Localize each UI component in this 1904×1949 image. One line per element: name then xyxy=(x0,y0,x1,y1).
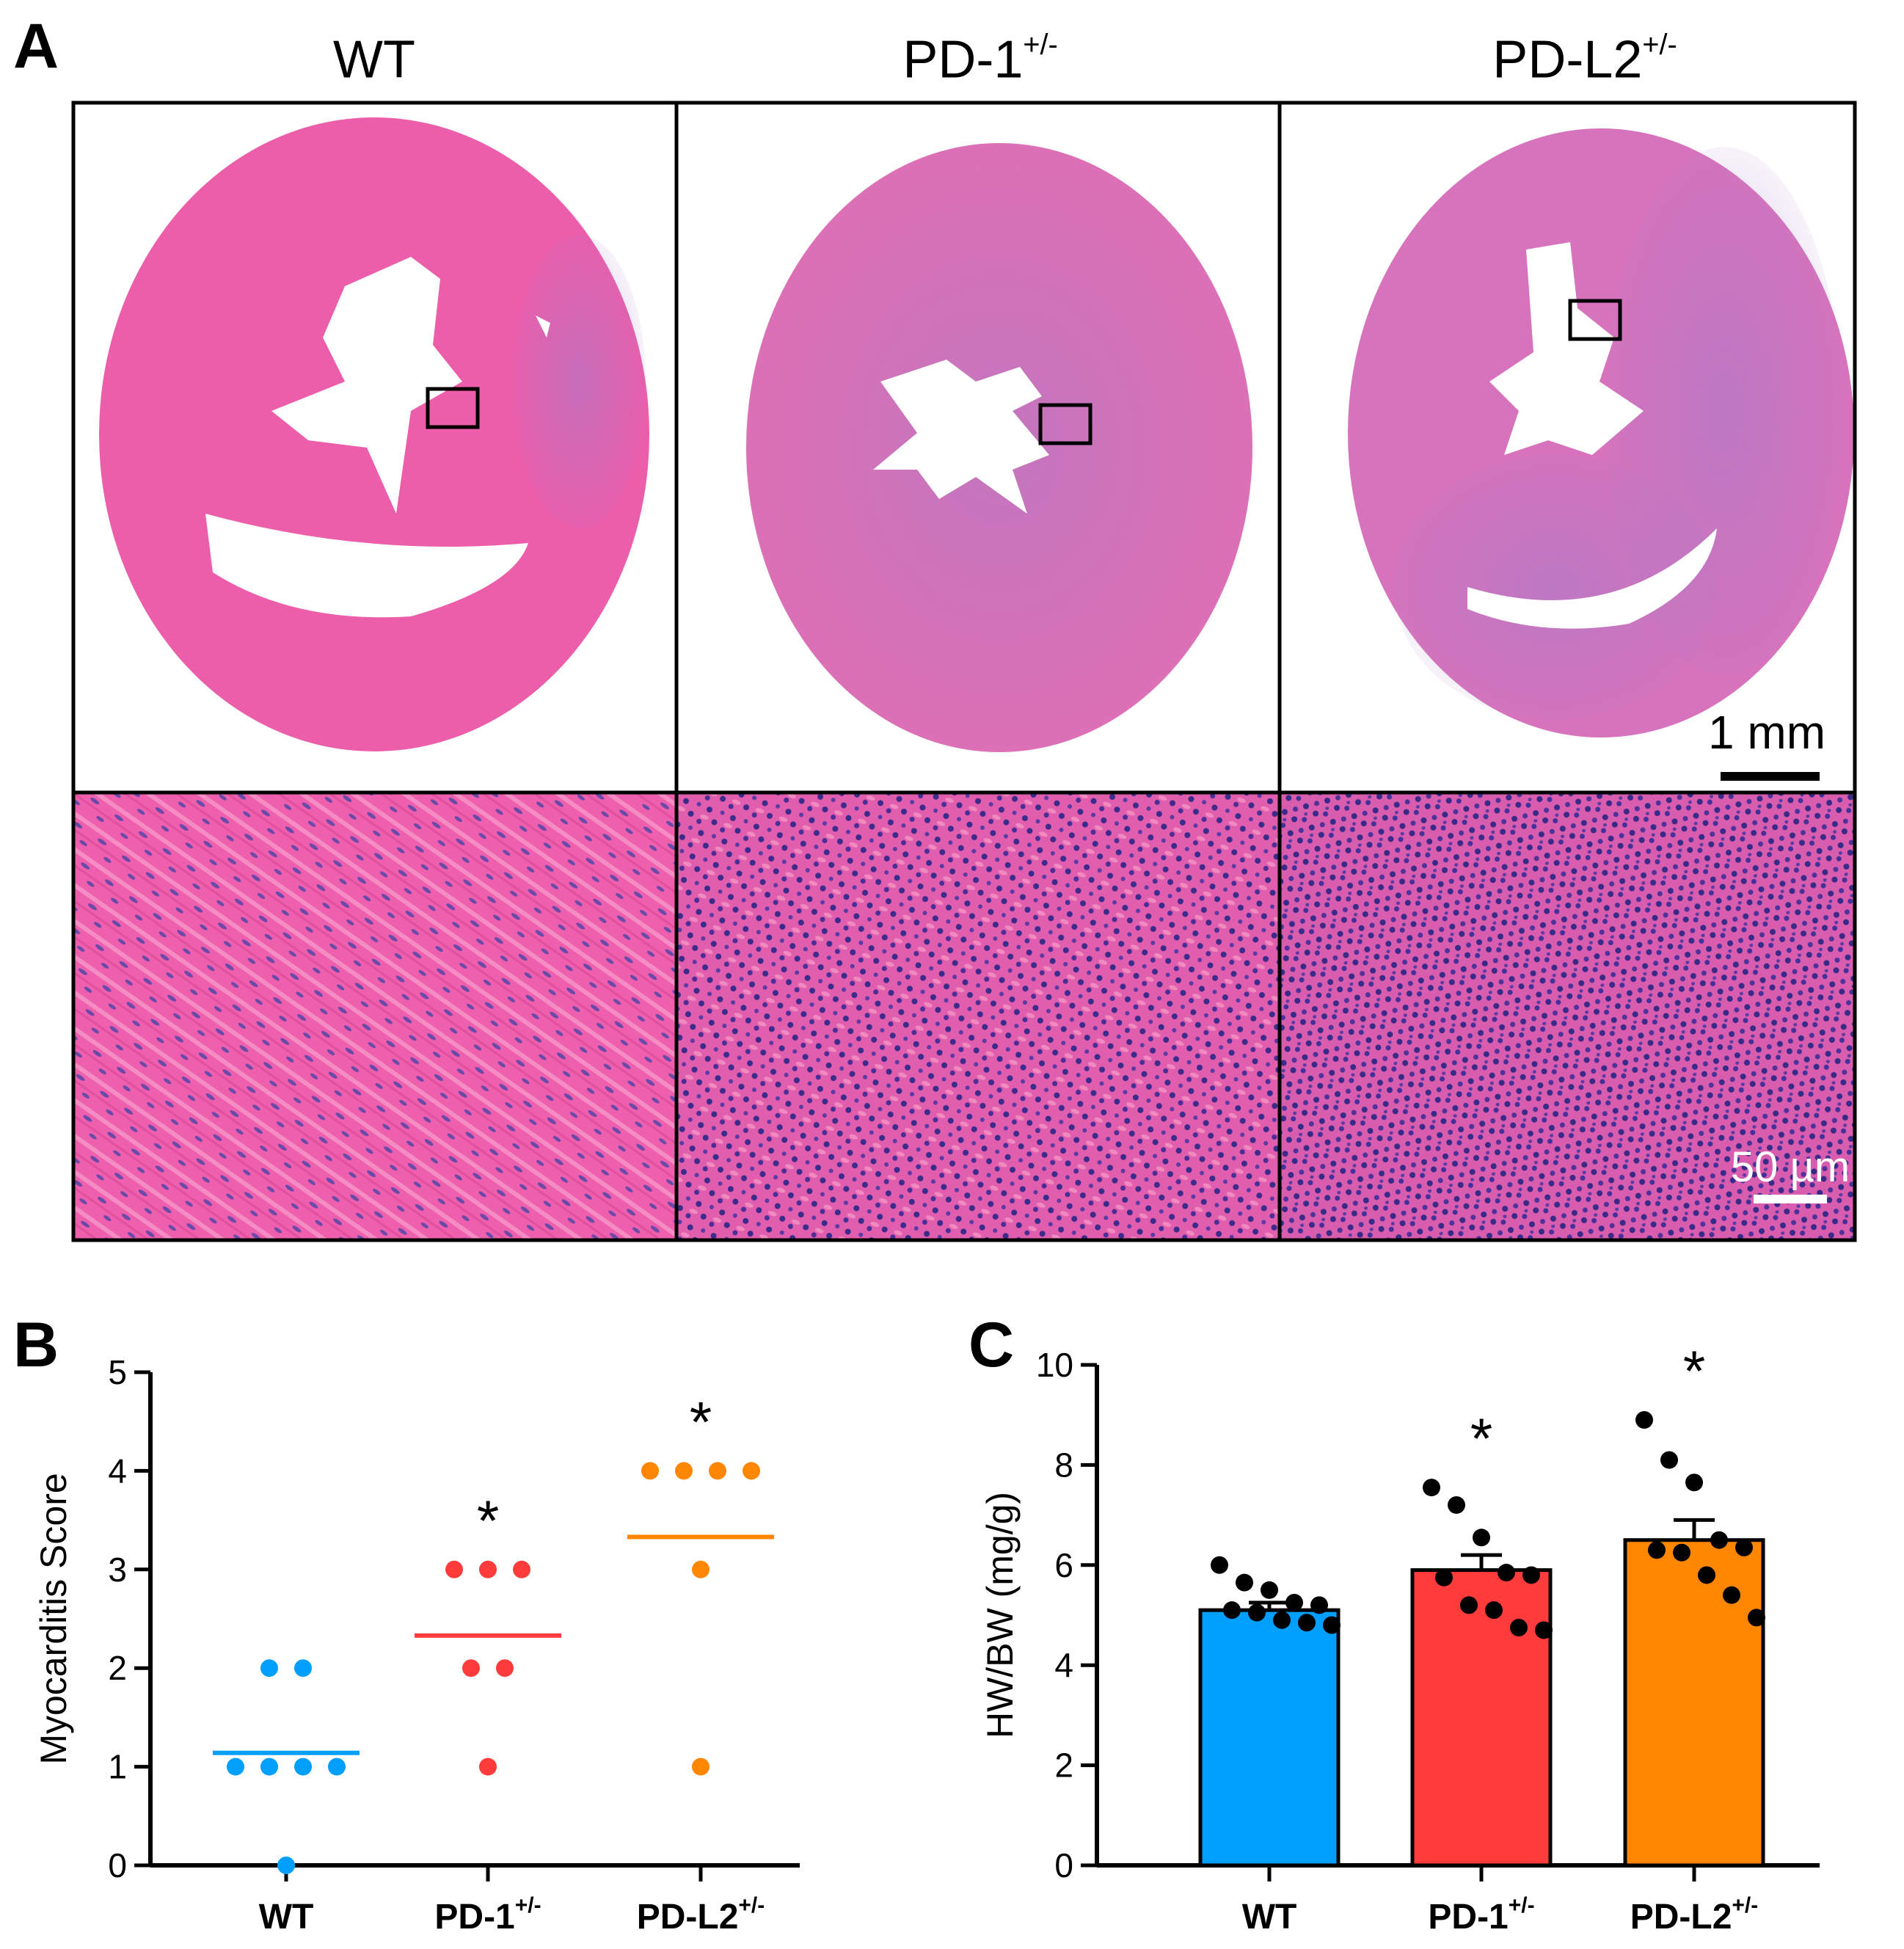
c-data-point xyxy=(1261,1581,1278,1599)
c-data-point xyxy=(1698,1566,1715,1584)
c-data-point xyxy=(1298,1614,1316,1632)
b-data-point xyxy=(260,1757,278,1776)
c-data-point xyxy=(1485,1601,1503,1620)
b-data-point xyxy=(294,1757,312,1776)
panel-a-letter: A xyxy=(13,11,59,81)
c-data-point xyxy=(1211,1556,1228,1574)
c-y-tick-label: 8 xyxy=(1054,1446,1073,1484)
b-data-point xyxy=(294,1659,312,1677)
b-data-point xyxy=(445,1560,463,1578)
myocarditis-score-chart: Myocarditis Score 0 1 2 3 4 5 * * WT PD-1+/- PD-… xyxy=(33,1353,800,1937)
b-data-point xyxy=(277,1857,295,1874)
c-data-point xyxy=(1735,1538,1753,1556)
c-bar xyxy=(1623,1538,1765,1868)
c-data-point xyxy=(1236,1573,1253,1592)
c-data-point xyxy=(1510,1619,1528,1637)
b-data-point xyxy=(692,1757,710,1776)
b-data-point xyxy=(709,1462,726,1480)
column-title-wt: WT xyxy=(333,30,415,90)
c-data-point xyxy=(1285,1593,1303,1611)
c-data-point xyxy=(1473,1529,1490,1547)
b-y-axis-label: Myocarditis Score xyxy=(33,1473,74,1764)
b-data-point xyxy=(513,1560,530,1578)
c-y-axis-label: HW/BW (mg/g) xyxy=(980,1492,1021,1738)
c-data-point xyxy=(1460,1596,1478,1614)
b-data-point xyxy=(692,1560,710,1578)
c-data-point xyxy=(1223,1601,1241,1620)
b-y-tick-label: 0 xyxy=(108,1846,127,1884)
pdl2-zoom-box xyxy=(1568,299,1622,341)
hw-bw-chart: HW/BW (mg/g) 0 2 4 6 8 10 * * WT PD-1+/- PD-L2+/… xyxy=(980,1338,1820,1937)
b-category-label: PD-L2+/- xyxy=(637,1893,765,1937)
scale-bar-1mm-label: 1 mm xyxy=(1708,706,1825,759)
c-data-point xyxy=(1448,1496,1465,1514)
pdl2-heart-section xyxy=(1348,128,1854,737)
scale-bar-50um xyxy=(1754,1195,1827,1203)
c-data-point xyxy=(1323,1616,1341,1634)
c-data-point xyxy=(1635,1411,1653,1429)
b-y-tick-label: 2 xyxy=(108,1649,127,1687)
b-data-point xyxy=(227,1757,244,1776)
c-data-point xyxy=(1685,1473,1703,1492)
wt-heart-section xyxy=(99,117,649,751)
column-title-pdl2: PD-L2+/- xyxy=(1492,29,1677,90)
c-data-point xyxy=(1723,1586,1740,1604)
b-category-label: WT xyxy=(259,1898,314,1937)
b-data-point xyxy=(743,1462,760,1480)
b-y-tick-label: 5 xyxy=(108,1353,127,1391)
c-y-tick-label: 2 xyxy=(1054,1746,1073,1785)
scale-bar-50um-label: 50 µm xyxy=(1731,1143,1850,1191)
b-significance-marker: * xyxy=(690,1389,712,1454)
c-data-point xyxy=(1310,1596,1328,1614)
c-data-point xyxy=(1673,1543,1690,1562)
pdl2-magnified-tissue xyxy=(1280,793,1855,1240)
panel-c-letter: C xyxy=(969,1310,1015,1380)
pd1-zoom-box xyxy=(1038,403,1093,445)
b-data-point xyxy=(260,1659,278,1677)
b-y-tick-label: 4 xyxy=(108,1451,127,1490)
pd1-magnified-tissue xyxy=(676,793,1280,1240)
c-data-point xyxy=(1710,1531,1728,1549)
c-data-point xyxy=(1648,1541,1666,1559)
histology-grid: 1 mm 50 µm xyxy=(71,101,1857,1242)
wt-zoom-box xyxy=(426,387,480,429)
c-significance-marker: * xyxy=(1683,1338,1705,1403)
c-bar xyxy=(1410,1568,1553,1868)
scale-bar-1mm xyxy=(1721,772,1820,781)
pd1-heart-section xyxy=(746,143,1252,752)
c-data-point xyxy=(1535,1621,1553,1639)
c-y-tick-label: 4 xyxy=(1054,1646,1073,1684)
c-y-tick-label: 0 xyxy=(1054,1846,1073,1884)
b-y-tick-label: 3 xyxy=(108,1551,127,1589)
wt-magnified-tissue xyxy=(73,793,676,1240)
c-data-point xyxy=(1498,1564,1515,1582)
c-y-tick-label: 10 xyxy=(1036,1346,1073,1384)
c-category-label: PD-1+/- xyxy=(1428,1893,1534,1937)
c-data-point xyxy=(1248,1603,1266,1622)
c-significance-marker: * xyxy=(1470,1406,1492,1471)
c-category-label: PD-L2+/- xyxy=(1630,1893,1759,1937)
c-data-point xyxy=(1273,1611,1291,1629)
b-category-label: PD-1+/- xyxy=(434,1893,541,1937)
b-y-tick-label: 1 xyxy=(108,1748,127,1786)
c-y-tick-label: 6 xyxy=(1054,1546,1073,1584)
b-data-point xyxy=(479,1757,497,1776)
b-data-point xyxy=(641,1462,659,1480)
b-data-point xyxy=(479,1560,497,1578)
c-data-point xyxy=(1423,1479,1440,1497)
column-title-pd1: PD-1+/- xyxy=(902,29,1058,90)
b-data-point xyxy=(328,1757,346,1776)
b-data-point xyxy=(496,1659,514,1677)
c-bar xyxy=(1198,1608,1341,1868)
c-category-label: WT xyxy=(1242,1898,1297,1937)
panel-b-letter: B xyxy=(13,1310,59,1380)
c-data-point xyxy=(1522,1566,1540,1584)
b-data-point xyxy=(462,1659,480,1677)
b-data-point xyxy=(675,1462,693,1480)
c-data-point xyxy=(1435,1568,1453,1586)
c-data-point xyxy=(1660,1451,1678,1469)
c-data-point xyxy=(1748,1609,1765,1627)
b-significance-marker: * xyxy=(477,1488,499,1553)
